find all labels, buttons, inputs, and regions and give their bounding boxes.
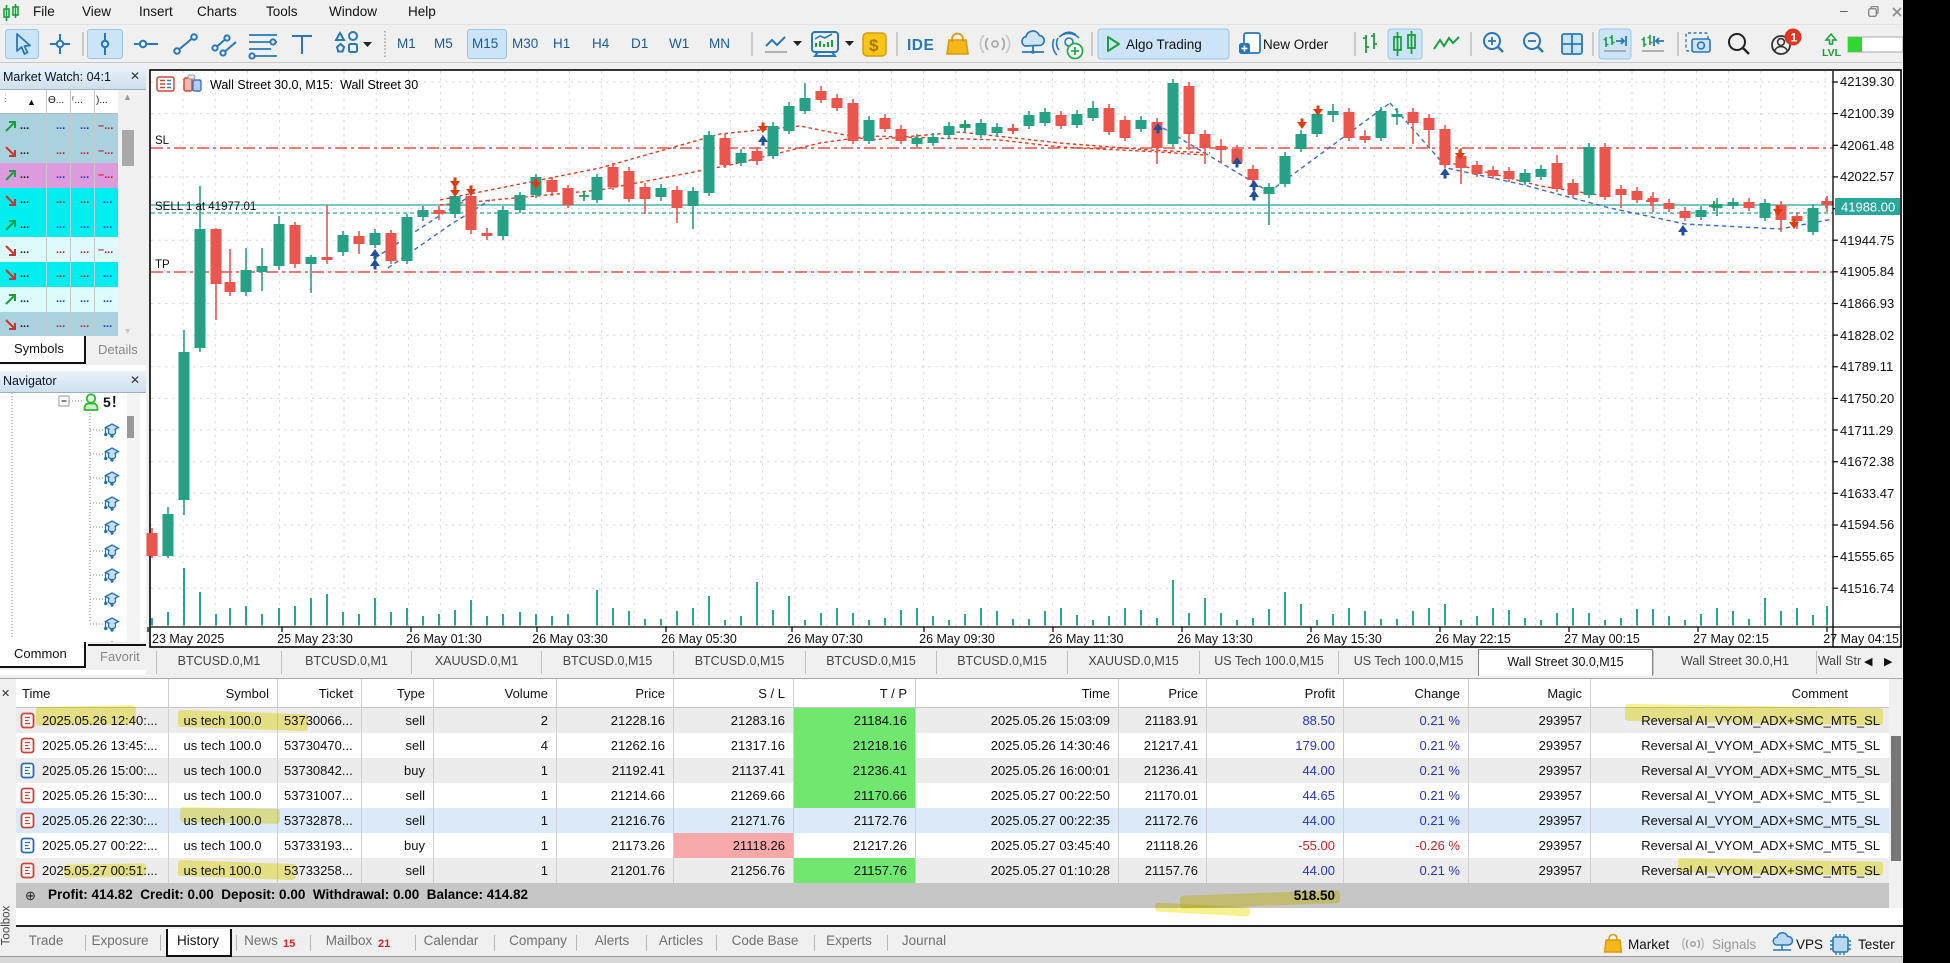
svg-text:42061.48: 42061.48 (1840, 138, 1894, 153)
svg-text:$: $ (869, 36, 879, 55)
svg-text:41905.84: 41905.84 (1840, 264, 1894, 279)
svg-text:41944.75: 41944.75 (1840, 233, 1894, 248)
svg-text:Wall Street 30.0, M15: Wall S: Wall Street 30.0, M15: Wall Street 30 (210, 78, 418, 92)
svg-text:41988.00: 41988.00 (1841, 200, 1895, 215)
svg-text:41866.93: 41866.93 (1840, 296, 1894, 311)
svg-text:New Order: New Order (1263, 37, 1329, 52)
svg-text:42022.57: 42022.57 (1840, 169, 1894, 184)
svg-text:42139.30: 42139.30 (1840, 74, 1894, 89)
svg-text:VPS: VPS (1796, 937, 1823, 952)
svg-text:LVL: LVL (1822, 47, 1842, 59)
svg-text:26 May 11:30: 26 May 11:30 (1049, 632, 1124, 646)
svg-text:41828.02: 41828.02 (1840, 328, 1894, 343)
svg-text:SELL 1 at 41977.01: SELL 1 at 41977.01 (155, 201, 256, 213)
svg-text:26 May 03:30: 26 May 03:30 (532, 632, 608, 646)
svg-text:23 May 2025: 23 May 2025 (152, 632, 224, 646)
svg-text:26 May 05:30: 26 May 05:30 (661, 632, 737, 646)
svg-text:42100.39: 42100.39 (1840, 106, 1894, 121)
svg-text:27 May 02:15: 27 May 02:15 (1693, 632, 1769, 646)
svg-text:41711.29: 41711.29 (1840, 423, 1893, 438)
svg-text:SL: SL (155, 135, 170, 147)
svg-text:1: 1 (1791, 31, 1798, 45)
svg-text:41750.20: 41750.20 (1840, 391, 1894, 406)
svg-text:41555.65: 41555.65 (1840, 549, 1894, 564)
svg-text:26 May 22:15: 26 May 22:15 (1435, 632, 1511, 646)
svg-text:26 May 13:30: 26 May 13:30 (1177, 632, 1253, 646)
svg-text:41789.11: 41789.11 (1840, 359, 1893, 374)
svg-text:TP: TP (155, 259, 170, 271)
svg-text:41633.47: 41633.47 (1840, 486, 1894, 501)
svg-text:26 May 07:30: 26 May 07:30 (787, 632, 863, 646)
svg-text:Tester: Tester (1858, 937, 1895, 952)
svg-text:IDE: IDE (907, 37, 934, 54)
svg-text:26 May 15:30: 26 May 15:30 (1306, 632, 1382, 646)
svg-text:27 May 00:15: 27 May 00:15 (1564, 632, 1640, 646)
svg-text:27 May 04:15: 27 May 04:15 (1823, 632, 1899, 646)
svg-text:41672.38: 41672.38 (1840, 454, 1894, 469)
svg-text:Market: Market (1628, 937, 1670, 952)
svg-text:26 May 09:30: 26 May 09:30 (919, 632, 995, 646)
svg-text:Algo Trading: Algo Trading (1126, 37, 1202, 52)
svg-text:5！: 5！ (103, 394, 125, 410)
svg-text:25 May 23:30: 25 May 23:30 (277, 632, 353, 646)
svg-text:41516.74: 41516.74 (1840, 581, 1894, 596)
svg-text:Signals: Signals (1712, 937, 1757, 952)
svg-text:26 May 01:30: 26 May 01:30 (406, 632, 482, 646)
svg-text:41594.56: 41594.56 (1840, 517, 1894, 532)
